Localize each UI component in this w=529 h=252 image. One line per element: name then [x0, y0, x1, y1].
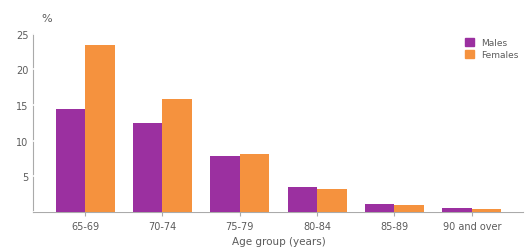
- Bar: [472, 209, 501, 212]
- Bar: [395, 205, 424, 212]
- Bar: [288, 187, 317, 212]
- Bar: [442, 208, 472, 212]
- Bar: [56, 109, 85, 212]
- Bar: [240, 154, 269, 212]
- Bar: [211, 157, 240, 212]
- Bar: [85, 45, 115, 212]
- Bar: [317, 189, 346, 212]
- Bar: [162, 99, 192, 212]
- X-axis label: Age group (years): Age group (years): [232, 237, 325, 246]
- Bar: [365, 204, 395, 212]
- Text: %: %: [41, 14, 52, 24]
- Bar: [133, 123, 162, 212]
- Legend: Males, Females: Males, Females: [466, 39, 519, 60]
